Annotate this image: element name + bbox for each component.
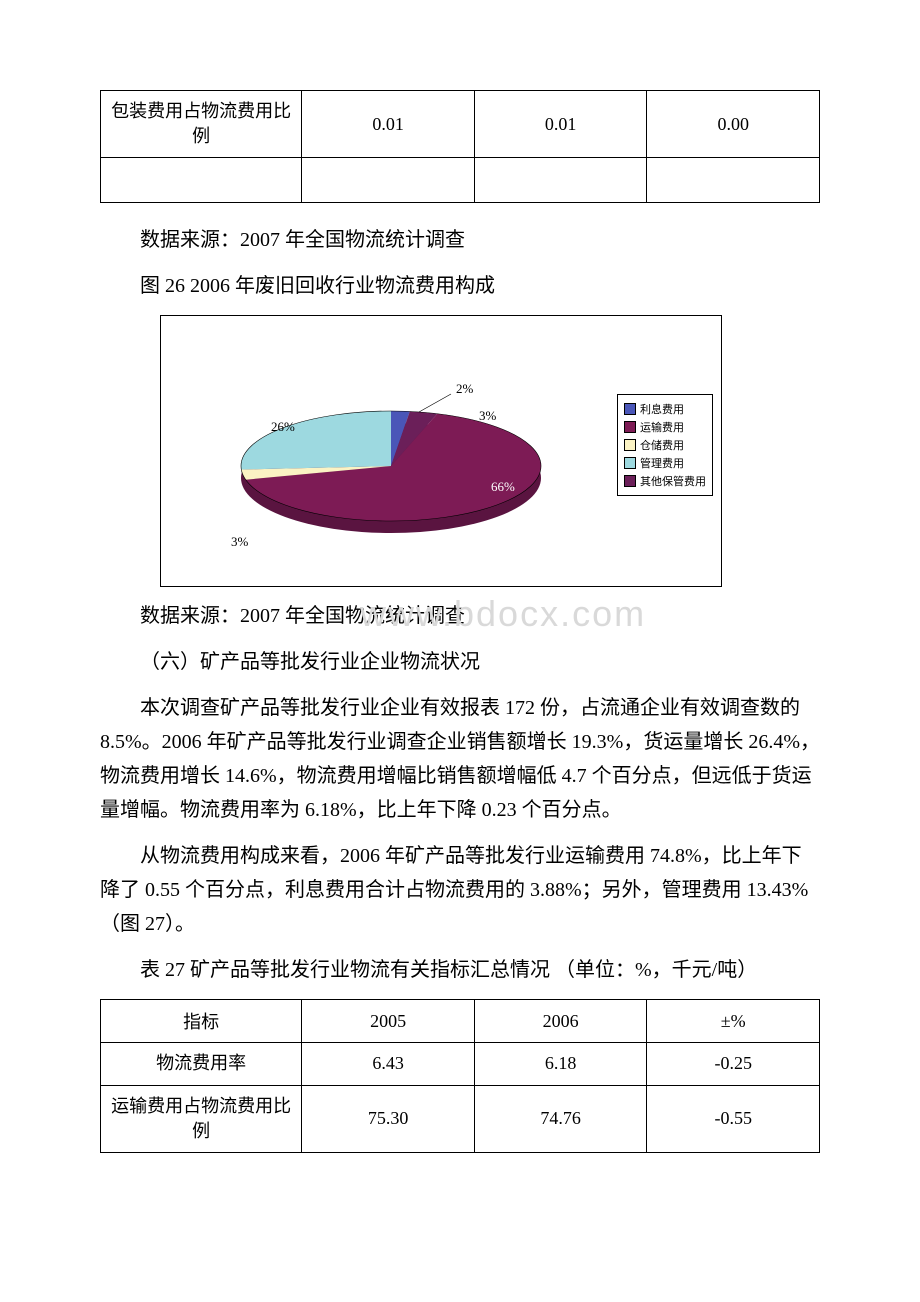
table-27: 指标 2005 2006 ±% 物流费用率 6.43 6.18 -0.25 运输… [100, 999, 820, 1153]
pie-pct-other: 3% [479, 408, 497, 423]
pie-pct-transport: 66% [491, 479, 515, 494]
table-row [101, 158, 820, 203]
table-row: 包装费用占物流费用比例 0.01 0.01 0.00 [101, 91, 820, 158]
table-27-title: 表 27 矿产品等批发行业物流有关指标汇总情况 （单位：%，千元/吨） [100, 953, 820, 987]
table-row: 物流费用率 6.43 6.18 -0.25 [101, 1043, 820, 1085]
figure-26-title: 图 26 2006 年废旧回收行业物流费用构成 [100, 269, 820, 303]
table-row: 运输费用占物流费用比例 75.30 74.76 -0.55 [101, 1085, 820, 1152]
col-header: 2006 [474, 1000, 647, 1043]
pie-chart-fig26: 2% 3% 66% 3% 26% 利息费用 运输费用 仓储费用 管理 [160, 315, 722, 587]
document-page: 包装费用占物流费用比例 0.01 0.01 0.00 数据来源：2007 年全国… [0, 0, 920, 1233]
legend-swatch [624, 421, 636, 433]
paragraph-2: 从物流费用构成来看，2006 年矿产品等批发行业运输费用 74.8%，比上年下降… [100, 839, 820, 941]
cell-value: -0.25 [647, 1043, 820, 1085]
legend-item: 运输费用 [624, 419, 706, 435]
cell-value: 0.01 [302, 91, 475, 158]
legend-item: 仓储费用 [624, 437, 706, 453]
cell-value: 0.00 [647, 91, 820, 158]
cell-label: 物流费用率 [101, 1043, 302, 1085]
data-source-1: 数据来源：2007 年全国物流统计调查 [100, 223, 820, 257]
cell-value [474, 158, 647, 203]
pie-legend: 利息费用 运输费用 仓储费用 管理费用 其他保管费用 [617, 394, 713, 496]
legend-swatch [624, 457, 636, 469]
cell-value [647, 158, 820, 203]
legend-label: 运输费用 [640, 419, 684, 435]
cell-label: 包装费用占物流费用比例 [101, 91, 302, 158]
legend-label: 利息费用 [640, 401, 684, 417]
cell-value: 6.43 [302, 1043, 475, 1085]
pie-pct-mgmt: 26% [271, 419, 295, 434]
legend-item: 利息费用 [624, 401, 706, 417]
table-packaging-cost: 包装费用占物流费用比例 0.01 0.01 0.00 [100, 90, 820, 203]
section-heading-6: （六）矿产品等批发行业企业物流状况 [100, 645, 820, 679]
cell-value [302, 158, 475, 203]
legend-label: 其他保管费用 [640, 473, 706, 489]
col-header: 2005 [302, 1000, 475, 1043]
legend-label: 管理费用 [640, 455, 684, 471]
legend-swatch [624, 403, 636, 415]
col-header: 指标 [101, 1000, 302, 1043]
cell-value: 74.76 [474, 1085, 647, 1152]
pie-pct-interest: 2% [456, 381, 474, 396]
cell-label: 运输费用占物流费用比例 [101, 1085, 302, 1152]
legend-swatch [624, 475, 636, 487]
data-source-2: 数据来源：2007 年全国物流统计调查 [100, 599, 820, 633]
paragraph-1: 本次调查矿产品等批发行业企业有效报表 172 份，占流通企业有效调查数的 8.5… [100, 691, 820, 827]
legend-item: 其他保管费用 [624, 473, 706, 489]
legend-item: 管理费用 [624, 455, 706, 471]
cell-label [101, 158, 302, 203]
legend-swatch [624, 439, 636, 451]
cell-value: 6.18 [474, 1043, 647, 1085]
table-header-row: 指标 2005 2006 ±% [101, 1000, 820, 1043]
legend-label: 仓储费用 [640, 437, 684, 453]
cell-value: -0.55 [647, 1085, 820, 1152]
cell-value: 75.30 [302, 1085, 475, 1152]
cell-value: 0.01 [474, 91, 647, 158]
pie-pct-storage: 3% [231, 534, 249, 549]
col-header: ±% [647, 1000, 820, 1043]
